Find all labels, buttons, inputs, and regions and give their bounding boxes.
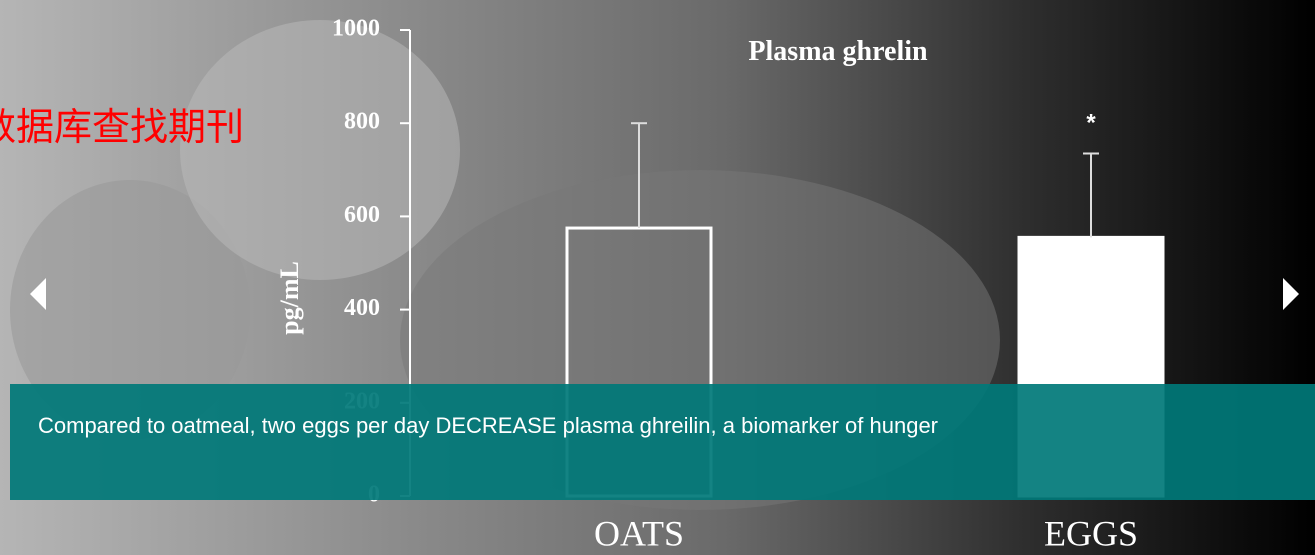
y-tick-label: 400 [344,295,380,321]
caption-text: Compared to oatmeal, two eggs per day DE… [38,406,1238,446]
x-tick-label: EGGS [1044,513,1138,553]
significance-marker: * [1086,109,1096,136]
x-tick-label: OATS [594,513,684,553]
caption-bar: Compared to oatmeal, two eggs per day DE… [10,384,1315,500]
carousel-slide: Plasma ghrelin pg/mL 02004006008001000OA… [0,0,1315,555]
overlay-text: 数据库查找期刊 [0,96,244,151]
y-tick-label: 600 [344,202,380,228]
y-tick-label: 1000 [332,16,380,42]
chart-title: Plasma ghrelin [748,36,928,67]
y-tick-label: 800 [344,109,380,135]
y-axis-label: pg/mL [275,261,304,335]
